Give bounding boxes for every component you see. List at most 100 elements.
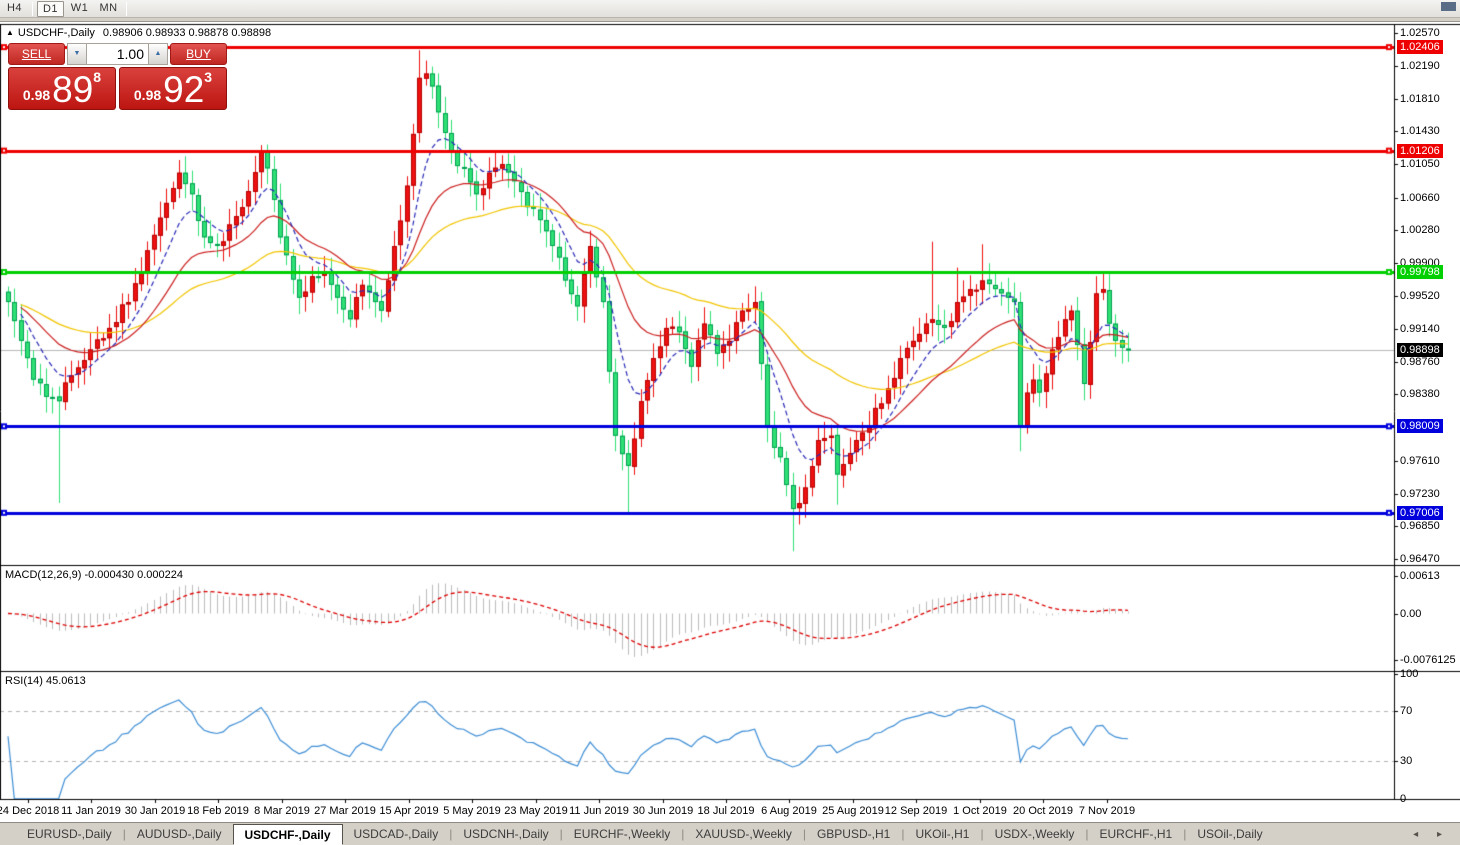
date-axis-label: 18 Jul 2019 xyxy=(697,805,755,817)
date-axis-label: 23 May 2019 xyxy=(504,805,568,817)
chart-tab-gbpusd-h1[interactable]: GBPUSD-,H1 xyxy=(816,827,891,841)
tab-separator: | xyxy=(122,827,126,841)
ask-price-box[interactable]: 0.98 92 3 xyxy=(119,67,227,110)
price-line-label: 0.97006 xyxy=(1397,506,1443,520)
price-axis-tick: 1.01810 xyxy=(1400,93,1440,105)
price-axis-tick: 1.00280 xyxy=(1400,224,1440,236)
price-axis-tick: 0.96850 xyxy=(1400,520,1440,532)
ask-price-pip: 3 xyxy=(204,69,213,85)
chart-tab-eurusd-daily[interactable]: EURUSD-,Daily xyxy=(27,827,112,841)
timeframe-button-w1[interactable]: W1 xyxy=(70,1,89,14)
price-axis-tick: 0.98760 xyxy=(1400,356,1440,368)
bid-price-pip: 8 xyxy=(93,69,102,85)
chart-tab-ukoil-h1[interactable]: UKOil-,H1 xyxy=(915,827,970,841)
date-axis-label: 24 Dec 2018 xyxy=(0,805,60,817)
ask-price-big: 92 xyxy=(163,69,205,110)
tab-separator: | xyxy=(802,827,806,841)
chart-symbol-period: USDCHF-,Daily xyxy=(17,27,95,39)
rsi-axis-tick: 0 xyxy=(1400,793,1407,805)
macd-indicator-label: MACD(12,26,9) -0.000430 0.000224 xyxy=(5,569,183,581)
bid-price-prefix: 0.98 xyxy=(22,87,51,103)
date-axis-label: 12 Sep 2019 xyxy=(884,805,948,817)
bid-price-box[interactable]: 0.98 89 8 xyxy=(8,67,116,110)
price-axis-tick: 0.98380 xyxy=(1400,388,1440,400)
price-axis-tick: 0.99520 xyxy=(1400,290,1440,302)
toolbar-separator xyxy=(126,1,127,16)
sell-button[interactable]: SELL xyxy=(8,43,65,65)
toolbar-separator xyxy=(32,1,33,16)
macd-axis-tick: 0.00 xyxy=(1400,608,1422,620)
timeframe-toolbar: H4 D1 W1 MN xyxy=(0,0,1460,18)
chart-tab-eurchf-weekly[interactable]: EURCHF-,Weekly xyxy=(573,827,671,841)
price-line-label: 0.98009 xyxy=(1397,419,1443,433)
price-line-label: 1.01206 xyxy=(1397,144,1443,158)
date-axis-label: 30 Jun 2019 xyxy=(632,805,694,817)
price-axis-tick: 1.02190 xyxy=(1400,60,1440,72)
price-axis-tick: 0.96470 xyxy=(1400,553,1440,565)
macd-axis-tick: 0.00613 xyxy=(1400,570,1440,582)
date-axis-label: 7 Nov 2019 xyxy=(1078,805,1136,817)
chart-tab-usdx-weekly[interactable]: USDX-,Weekly xyxy=(994,827,1075,841)
volume-decrease-button[interactable]: ▼ xyxy=(67,43,87,65)
tab-separator: | xyxy=(681,827,685,841)
macd-axis-tick: -0.0076125 xyxy=(1400,654,1456,666)
date-axis-label: 11 Jun 2019 xyxy=(569,805,629,817)
volume-increase-button[interactable]: ▲ xyxy=(148,43,168,65)
price-axis-tick: 1.01430 xyxy=(1400,125,1440,137)
chart-tab-bar: EURUSD-,Daily | AUDUSD-,Daily USDCHF-,Daily… xyxy=(0,822,1460,845)
tab-separator: | xyxy=(1183,827,1187,841)
tab-scroll-arrows[interactable]: ◂ ▸ xyxy=(1413,829,1450,840)
date-axis-label: 5 May 2019 xyxy=(443,805,501,817)
ask-price-prefix: 0.98 xyxy=(133,87,162,103)
chart-tab-audusd-daily[interactable]: AUDUSD-,Daily xyxy=(136,827,222,841)
date-axis-label: 18 Feb 2019 xyxy=(187,805,249,817)
price-chart-canvas[interactable] xyxy=(0,22,1460,822)
date-axis-label: 6 Aug 2019 xyxy=(761,805,817,817)
date-axis-label: 27 Mar 2019 xyxy=(314,805,376,817)
price-axis-tick: 1.01050 xyxy=(1400,158,1440,170)
chart-tab-eurchf-h1[interactable]: EURCHF-,H1 xyxy=(1099,827,1173,841)
chart-tab-usdcnh-daily[interactable]: USDCNH-,Daily xyxy=(463,827,549,841)
volume-stepper: ▼ ▲ xyxy=(67,43,168,65)
price-axis-tick: 1.02570 xyxy=(1400,27,1440,39)
rsi-axis-tick: 100 xyxy=(1400,668,1419,680)
price-axis-tick: 1.00660 xyxy=(1400,192,1440,204)
timeframe-button-d1[interactable]: D1 xyxy=(37,0,64,17)
timeframe-button-mn[interactable]: MN xyxy=(99,1,118,14)
date-axis-label: 1 Oct 2019 xyxy=(953,805,1007,817)
current-price-label: 0.98898 xyxy=(1397,343,1443,357)
date-axis-label: 8 Mar 2019 xyxy=(254,805,310,817)
date-axis-label: 15 Apr 2019 xyxy=(379,805,439,817)
price-axis-tick: 0.99140 xyxy=(1400,323,1440,335)
chart-tab-xauusd-weekly[interactable]: XAUUSD-,Weekly xyxy=(695,827,792,841)
rsi-axis-tick: 70 xyxy=(1400,705,1413,717)
price-line-label: 0.99798 xyxy=(1397,265,1443,279)
price-line-label: 1.02406 xyxy=(1397,40,1443,54)
timeframe-button-h4[interactable]: H4 xyxy=(6,1,23,14)
tab-separator: | xyxy=(1085,827,1089,841)
rsi-axis-tick: 30 xyxy=(1400,755,1413,767)
tab-separator: | xyxy=(901,827,905,841)
date-axis-label: 20 Oct 2019 xyxy=(1013,805,1073,817)
chart-tab-usdchf-daily[interactable]: USDCHF-,Daily xyxy=(232,824,343,845)
price-axis-tick: 0.97610 xyxy=(1400,455,1440,467)
tab-separator: | xyxy=(449,827,453,841)
chart-window: ▲ USDCHF-,Daily 0.98906 0.98933 0.98878 0.… xyxy=(0,22,1460,822)
tab-separator: | xyxy=(559,827,563,841)
volume-input[interactable] xyxy=(87,43,148,65)
price-axis-tick: 0.97230 xyxy=(1400,488,1440,500)
date-axis-label: 25 Aug 2019 xyxy=(822,805,884,817)
toolbar-divider xyxy=(0,18,1460,22)
tab-separator: | xyxy=(980,827,984,841)
window-corner-fragment xyxy=(1441,2,1456,11)
chart-tab-usdcad-daily[interactable]: USDCAD-,Daily xyxy=(353,827,439,841)
date-axis-label: 11 Jan 2019 xyxy=(61,805,121,817)
rsi-indicator-label: RSI(14) 45.0613 xyxy=(5,675,86,687)
chart-ohlc-values: 0.98906 0.98933 0.98878 0.98898 xyxy=(102,27,272,39)
chart-tab-usoil-daily[interactable]: USOil-,Daily xyxy=(1197,827,1263,841)
buy-button[interactable]: BUY xyxy=(170,43,227,65)
collapse-icon[interactable]: ▲ xyxy=(6,28,14,37)
date-axis-label: 30 Jan 2019 xyxy=(124,805,186,817)
